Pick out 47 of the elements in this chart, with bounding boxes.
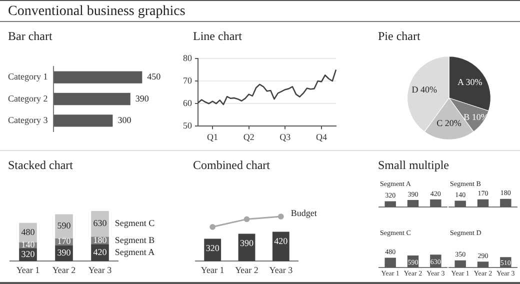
data-label: 420 <box>93 246 108 257</box>
data-label: 180 <box>93 234 108 245</box>
chart-title: Combined chart <box>193 158 270 172</box>
data-label: 420 <box>274 236 288 246</box>
x-tick-label: Year 2 <box>52 264 76 275</box>
x-tick-label: Year 1 <box>200 264 224 275</box>
x-tick-label: Q1 <box>207 132 218 142</box>
x-tick-label: Q4 <box>316 132 328 142</box>
data-label: 140 <box>21 240 36 250</box>
x-tick-label: Year 3 <box>88 264 112 275</box>
chart-title: Bar chart <box>8 29 52 43</box>
x-tick-label: Year 1 <box>16 264 40 275</box>
x-tick-label: Q3 <box>280 132 292 142</box>
y-tick-label: Category 2 <box>8 93 48 104</box>
data-label: 320 <box>21 249 36 260</box>
y-tick-label: 60 <box>183 98 192 108</box>
chart-title: Line chart <box>193 29 242 43</box>
data-label: 390 <box>240 238 254 248</box>
y-tick-label: Category 3 <box>8 115 48 126</box>
slice-label: C 20% <box>436 118 462 128</box>
x-tick-label: Year 3 <box>269 264 294 275</box>
x-tick-label: Q2 <box>243 132 254 142</box>
series-label: Segment A <box>114 246 156 257</box>
y-tick-label: 50 <box>183 120 192 131</box>
chart-title: Stacked chart <box>8 158 73 172</box>
data-label: 320 <box>206 243 220 254</box>
chart-title: Pie chart <box>378 29 420 43</box>
series-label: Segment C <box>114 218 155 228</box>
data-label: 170 <box>57 236 72 246</box>
y-tick-label: Category 1 <box>8 72 48 82</box>
y-tick-label: 80 <box>183 52 192 63</box>
slice-label: D 40% <box>412 84 438 94</box>
bar <box>91 211 109 237</box>
data-label: 630 <box>93 218 108 228</box>
data-label: 480 <box>21 227 36 237</box>
x-tick-label: Year 2 <box>235 264 258 275</box>
text: Conventional business graphics <box>8 4 186 19</box>
data-label: 390 <box>57 248 72 258</box>
data-label: 590 <box>57 220 72 231</box>
data-label: 300 <box>118 115 132 126</box>
text: Small multiple <box>378 158 449 172</box>
y-tick-label: 70 <box>183 75 192 86</box>
slice-label: A 30% <box>458 77 483 88</box>
data-label: 390 <box>135 93 150 104</box>
series-label: Budget <box>290 208 318 218</box>
data-label: 450 <box>147 72 162 82</box>
series-label: Segment B <box>114 234 155 245</box>
